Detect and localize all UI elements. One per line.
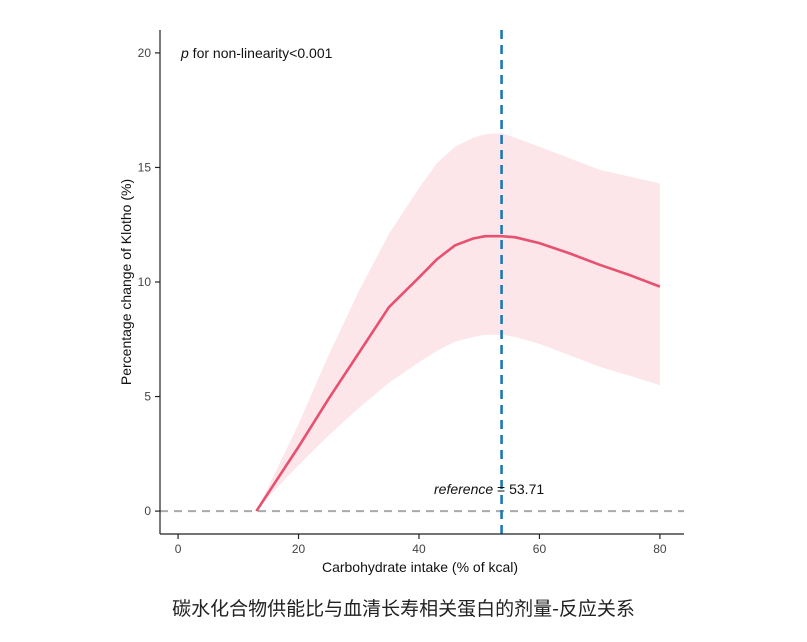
y-tick-label: 0	[144, 504, 151, 518]
x-tick-label: 80	[653, 542, 667, 556]
curve-layer	[255, 234, 661, 512]
figure-caption: 碳水化合物供能比与血清长寿相关蛋白的剂量-反应关系	[172, 598, 635, 620]
confidence-band-layer	[256, 133, 660, 512]
dose-response-curve	[255, 234, 661, 512]
p-annotation-text: for non-linearity<0.001	[189, 45, 333, 61]
y-tick-label: 20	[138, 46, 152, 60]
labels: 0 20 40 60 80 0 5 10 15 20 Carbohydrate intake (% …	[118, 45, 667, 575]
x-tick-label: 60	[533, 542, 547, 556]
y-axis-label: Percentage change of Klotho (%)	[118, 179, 134, 385]
x-axis-label: Carbohydrate intake (% of kcal)	[322, 559, 518, 575]
axes	[155, 30, 684, 539]
p-value-annotation: p for non-linearity<0.001	[180, 45, 333, 61]
reference-value: = 53.71	[493, 481, 544, 497]
reference-word: reference	[434, 481, 493, 497]
y-tick-label: 10	[138, 275, 152, 289]
p-symbol: p	[180, 45, 189, 61]
x-tick-label: 0	[175, 542, 182, 556]
y-tick-label: 5	[144, 390, 151, 404]
x-tick-label: 20	[292, 542, 306, 556]
reference-annotation: reference = 53.71	[434, 481, 544, 497]
y-tick-label: 15	[138, 160, 152, 174]
x-tick-label: 40	[412, 542, 426, 556]
confidence-band	[256, 133, 660, 512]
